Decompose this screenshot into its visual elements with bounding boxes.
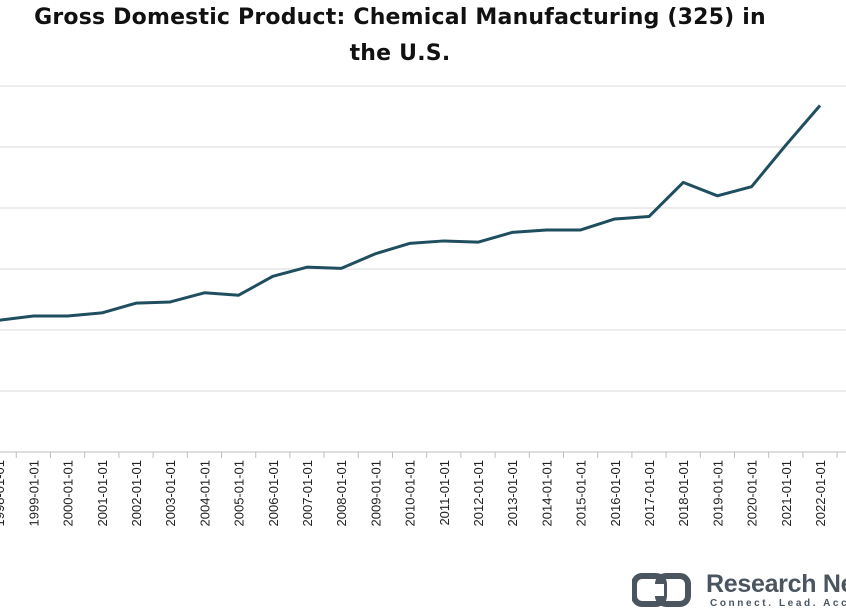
research-nester-logo: Research Nester Connect. Lead. Accelerat… bbox=[630, 568, 846, 614]
x-tick-label: 2008-01-01 bbox=[334, 460, 349, 527]
x-tick-label: 2017-01-01 bbox=[642, 460, 657, 527]
x-tick-label: 2014-01-01 bbox=[539, 460, 554, 527]
x-tick-label: 2019-01-01 bbox=[710, 460, 725, 527]
chart-title-line-1: Gross Domestic Product: Chemical Manufac… bbox=[34, 5, 766, 30]
x-tick-label: 2012-01-01 bbox=[471, 460, 486, 527]
x-tick-label: 2015-01-01 bbox=[574, 460, 589, 527]
x-tick-label: 2001-01-01 bbox=[95, 460, 110, 527]
logo-tagline: Connect. Lead. Accelerate. bbox=[710, 598, 846, 609]
x-tick-label: 2004-01-01 bbox=[197, 460, 212, 527]
gridlines bbox=[0, 85, 846, 392]
x-tick-labels: 1997-01-011998-01-011999-01-012000-01-01… bbox=[0, 460, 828, 527]
x-tick-label: 2013-01-01 bbox=[505, 460, 520, 527]
chart-title: Gross Domestic Product: Chemical Manufac… bbox=[0, 0, 800, 72]
x-tick-label: 2010-01-01 bbox=[403, 460, 418, 527]
x-tick-label: 2020-01-01 bbox=[745, 460, 760, 527]
x-axis bbox=[0, 451, 846, 458]
x-tick-label: 2000-01-01 bbox=[61, 460, 76, 527]
x-tick-label: 2021-01-01 bbox=[779, 460, 794, 527]
x-tick-label: 2005-01-01 bbox=[232, 460, 247, 527]
chart-title-line-2: the U.S. bbox=[349, 41, 451, 66]
x-tick-label: 2016-01-01 bbox=[608, 460, 623, 527]
series-line bbox=[0, 104, 822, 322]
x-tick-label: 2003-01-01 bbox=[163, 460, 178, 527]
x-tick-label: 2022-01-01 bbox=[813, 460, 828, 527]
x-tick-label: 1999-01-01 bbox=[26, 460, 41, 527]
logo-mark-icon bbox=[632, 573, 691, 607]
x-tick-label: 2002-01-01 bbox=[129, 460, 144, 527]
x-tick-label: 2006-01-01 bbox=[266, 460, 281, 527]
logo-name: Research Nester bbox=[706, 570, 846, 598]
x-tick-label: 2018-01-01 bbox=[676, 460, 691, 527]
series-lines bbox=[0, 104, 822, 322]
x-tick-label: 1998-01-01 bbox=[0, 460, 7, 527]
x-tick-label: 2007-01-01 bbox=[300, 460, 315, 527]
x-tick-label: 2011-01-01 bbox=[437, 460, 452, 526]
x-tick-label: 2009-01-01 bbox=[368, 460, 383, 527]
